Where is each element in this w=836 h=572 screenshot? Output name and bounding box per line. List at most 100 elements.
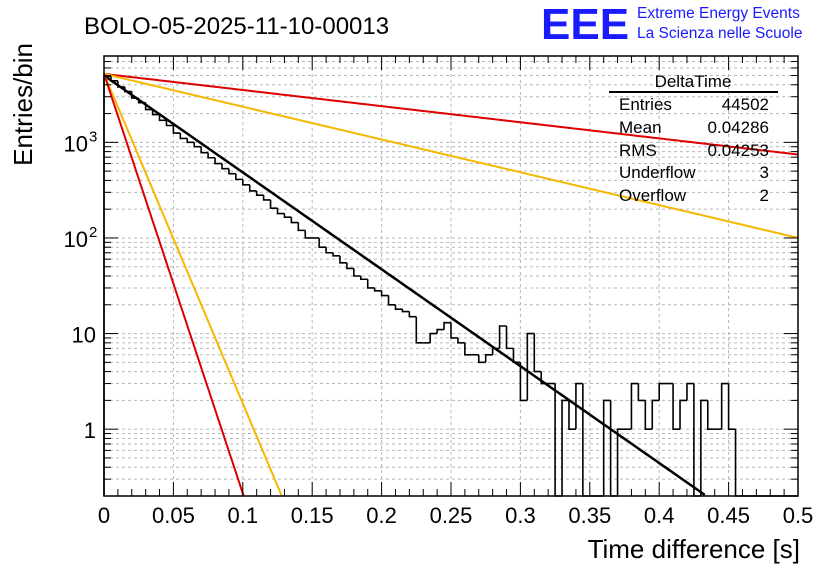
- stats-value-entries: 44502: [722, 95, 769, 114]
- histogram-bin: [512, 348, 521, 364]
- histogram-bin: [484, 353, 493, 363]
- histogram-bin: [429, 332, 438, 343]
- histogram-bin: [366, 279, 375, 289]
- histogram-bin: [353, 268, 361, 277]
- histogram-bin: [110, 76, 118, 82]
- x-tick-label: 0: [98, 503, 110, 528]
- histogram-bin: [339, 255, 347, 264]
- y-tick-exponent: 3: [89, 128, 97, 145]
- x-tick-label: 0.5: [783, 503, 814, 528]
- histogram-bin: [137, 98, 146, 104]
- histogram-bin: [158, 114, 167, 122]
- logo-line-1: Extreme Energy Events: [637, 5, 800, 22]
- y-tick-label: 1: [84, 418, 96, 443]
- stats-label-rms: RMS: [619, 141, 657, 160]
- histogram-bin: [200, 146, 209, 154]
- stats-value-overflow: 2: [760, 186, 769, 205]
- histogram-bin: [276, 208, 285, 215]
- histogram-bin: [637, 383, 646, 402]
- histogram-bin: [151, 109, 160, 116]
- histogram-bin: [387, 295, 396, 306]
- histogram-bin: [346, 262, 354, 270]
- y-tick-label: 10: [72, 323, 96, 348]
- stats-value-rms: 0.04253: [708, 141, 769, 160]
- histogram-bin: [679, 399, 687, 430]
- histogram-bin: [325, 247, 334, 254]
- curve-orange-fast: [103, 73, 283, 497]
- histogram-bin: [477, 354, 486, 364]
- histogram-bin: [630, 382, 639, 430]
- histogram-bin: [214, 157, 222, 165]
- histogram-bin: [172, 125, 181, 134]
- eee-logo: EEE: [541, 0, 629, 49]
- stats-label-entries: Entries: [619, 95, 672, 114]
- x-tick-label: 0.15: [291, 503, 334, 528]
- histogram-bin: [394, 304, 403, 310]
- y-tick-label: 10: [64, 131, 88, 156]
- histogram-bin: [436, 328, 445, 334]
- histogram-bin: [290, 217, 299, 224]
- histogram-bin: [332, 252, 340, 257]
- axes: [103, 55, 799, 497]
- curve-orange-slow: [103, 72, 799, 239]
- histogram-bin: [304, 230, 313, 239]
- histogram-bin: [505, 325, 514, 350]
- histogram-bin: [283, 213, 292, 218]
- logo-line-2: La Scienza nelle Scuole: [637, 25, 802, 42]
- y-tick-exponent: 2: [89, 224, 97, 241]
- histogram-bin: [457, 337, 465, 344]
- histogram-bin: [700, 399, 708, 496]
- histogram-bin: [380, 290, 389, 297]
- histogram-bin: [443, 321, 451, 330]
- histogram-bin: [651, 399, 660, 430]
- histogram-bin: [491, 347, 500, 355]
- histogram-bin: [228, 168, 236, 175]
- histogram-bin: [672, 383, 681, 430]
- stats-label-overflow: Overflow: [619, 186, 687, 205]
- histogram-bin: [193, 142, 202, 148]
- histogram-bin: [165, 120, 174, 127]
- histogram-bin: [561, 399, 569, 496]
- histogram-bin: [464, 342, 472, 356]
- histogram-bin: [318, 237, 327, 249]
- x-tick-label: 0.3: [505, 503, 536, 528]
- x-tick-label: 0.45: [707, 503, 750, 528]
- histogram-bin: [602, 399, 611, 496]
- histogram-bin: [186, 138, 195, 144]
- stats-value-underflow: 3: [760, 163, 769, 182]
- x-tick-label: 0.2: [366, 503, 397, 528]
- y-tick-label: 10: [64, 227, 88, 252]
- histogram-bin: [533, 333, 542, 373]
- histogram-bin: [616, 428, 625, 496]
- histogram-bin: [117, 80, 125, 88]
- histogram-bin: [373, 287, 382, 292]
- histogram-bin: [734, 429, 743, 497]
- histogram-bin: [262, 195, 271, 201]
- histogram-bin: [144, 102, 153, 111]
- tick-labels: 0 0.05 0.1 0.15 0.2 0.25 0.3 0.35 0.4 0.45 0.5 1 10 1…: [64, 128, 814, 528]
- grid: [103, 55, 799, 497]
- x-tick-label: 0.35: [568, 503, 611, 528]
- histogram-bin: [686, 382, 694, 401]
- histogram-bin: [498, 325, 507, 349]
- stats-label-underflow: Underflow: [619, 163, 696, 182]
- histogram-bin: [124, 86, 132, 93]
- x-tick-label: 0.25: [430, 503, 473, 528]
- histogram-bin: [248, 184, 257, 192]
- histogram-bin: [179, 133, 188, 140]
- curves: [103, 72, 799, 497]
- histogram-bin: [269, 199, 278, 209]
- histogram-bin: [401, 309, 410, 313]
- run-title: BOLO-05-2025-11-10-00013: [84, 13, 389, 40]
- histogram-bin: [415, 316, 424, 344]
- histogram-bin: [540, 371, 549, 385]
- curve-red-fast: [103, 73, 245, 496]
- histogram-bin: [235, 173, 243, 181]
- histogram-bin: [519, 362, 528, 402]
- histogram-bin: [568, 400, 576, 430]
- x-tick-label: 0.1: [228, 503, 259, 528]
- histogram-bin: [207, 152, 216, 159]
- curve-red-slow: [103, 72, 799, 156]
- stats-label-mean: Mean: [619, 118, 662, 137]
